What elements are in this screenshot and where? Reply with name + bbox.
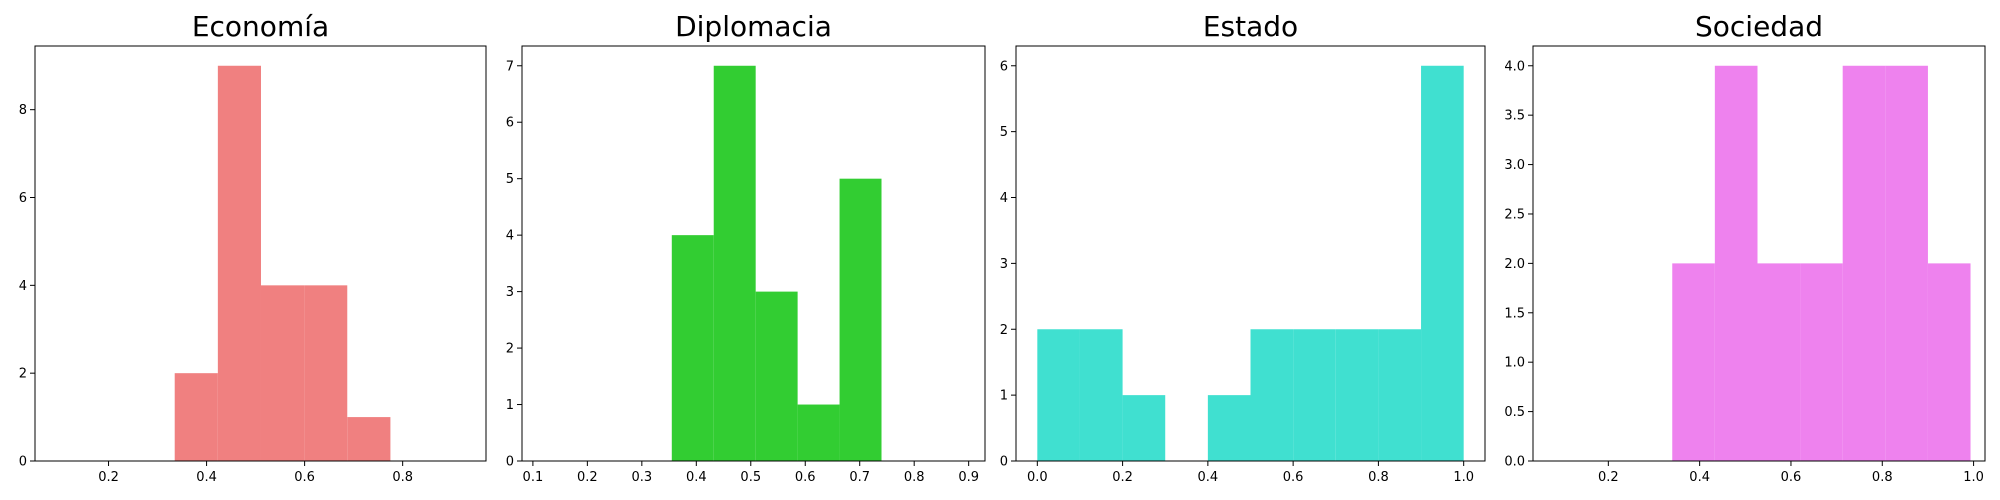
y-tick-label: 3 <box>1000 257 1008 272</box>
y-tick-label: 0 <box>1000 455 1008 470</box>
y-tick-label: 2.0 <box>1504 257 1525 272</box>
histogram-bar <box>1927 263 1971 461</box>
y-tick-label: 1.5 <box>1504 306 1525 321</box>
x-tick-label: 0.2 <box>1598 470 1619 485</box>
x-tick-label: 0.8 <box>1872 470 1893 485</box>
x-tick-label: 0.8 <box>392 470 413 485</box>
histogram-bar <box>347 417 391 461</box>
histogram-bar <box>797 404 840 461</box>
panel-title: Economía <box>192 10 329 43</box>
y-tick-label: 6 <box>506 116 514 131</box>
x-tick-label: 1.0 <box>1453 470 1474 485</box>
y-tick-label: 6 <box>19 191 27 206</box>
histogram-bar <box>713 65 756 461</box>
x-tick-label: 0.6 <box>1283 470 1304 485</box>
x-tick-label: 0.2 <box>1112 470 1133 485</box>
panel-title: Sociedad <box>1695 10 1823 43</box>
y-tick-label: 3 <box>506 285 514 300</box>
histogram-bar <box>304 285 348 461</box>
histogram-bar <box>1250 329 1294 461</box>
y-tick-label: 4 <box>1000 191 1008 206</box>
histogram-bar <box>1842 65 1886 461</box>
histogram-bar <box>1335 329 1379 461</box>
histogram-bar <box>1293 329 1336 461</box>
x-tick-label: 0.1 <box>523 470 544 485</box>
y-tick-label: 4 <box>19 279 27 294</box>
y-tick-label: 2 <box>506 342 514 357</box>
x-tick-label: 0.0 <box>1027 470 1048 485</box>
histogram-bar <box>1378 329 1422 461</box>
y-tick-label: 1 <box>506 398 514 413</box>
x-tick-label: 0.4 <box>1689 470 1710 485</box>
x-tick-label: 0.7 <box>849 470 870 485</box>
y-tick-label: 2 <box>1000 323 1008 338</box>
axes-frame <box>1532 45 1986 462</box>
x-tick-label: 0.2 <box>98 470 119 485</box>
x-tick-label: 0.8 <box>904 470 925 485</box>
histogram-bar <box>839 178 882 461</box>
y-tick-label: 2.5 <box>1504 207 1525 222</box>
y-tick-label: 1 <box>1000 389 1008 404</box>
x-tick-label: 0.4 <box>1198 470 1219 485</box>
histogram-bar <box>1714 65 1758 461</box>
y-tick-label: 8 <box>19 103 27 118</box>
y-tick-label: 3.5 <box>1504 109 1525 124</box>
histogram-bar <box>755 291 798 461</box>
y-tick-label: 3.0 <box>1504 158 1525 173</box>
histogram-bar <box>1757 263 1801 461</box>
y-tick-label: 4 <box>506 229 514 244</box>
y-tick-label: 0.5 <box>1504 405 1525 420</box>
histogram-bar <box>1885 65 1928 461</box>
histogram-bar <box>1037 329 1080 461</box>
y-tick-label: 1.0 <box>1504 356 1525 371</box>
y-tick-label: 5 <box>1000 125 1008 140</box>
histogram-bar <box>174 373 218 461</box>
y-tick-label: 5 <box>506 172 514 187</box>
histogram-bar <box>217 65 261 461</box>
x-tick-label: 0.6 <box>294 470 315 485</box>
y-tick-label: 6 <box>1000 59 1008 74</box>
histogram-bar <box>1079 329 1123 461</box>
y-tick-label: 7 <box>506 59 514 74</box>
x-tick-label: 1.0 <box>1963 470 1984 485</box>
panel-title: Diplomacia <box>675 10 832 43</box>
y-tick-label: 0 <box>506 455 514 470</box>
histogram-bar <box>1207 395 1251 461</box>
histogram-bar <box>671 235 714 461</box>
axes-frame <box>34 45 487 462</box>
histogram-bar <box>1421 65 1464 461</box>
panel-4: 0.2 0.4 0.6 0.8 1.0 0.0 0.5 1.0 1.5 2.0 2.5 3.0 3.5 4… <box>1504 10 1986 485</box>
x-tick-label: 0.4 <box>686 470 707 485</box>
x-tick-label: 0.3 <box>631 470 652 485</box>
panel-1: 0.2 0.4 0.6 0.8 0 2 4 6 8 Economía <box>19 10 487 485</box>
x-tick-label: 0.5 <box>740 470 761 485</box>
panel-title: Estado <box>1203 10 1298 43</box>
x-tick-label: 0.4 <box>196 470 217 485</box>
histogram-bar <box>1800 263 1843 461</box>
y-tick-label: 0.0 <box>1504 455 1525 470</box>
x-tick-label: 0.6 <box>795 470 816 485</box>
panel-3: 0.0 0.2 0.4 0.6 0.8 1.0 0 1 2 3 4 5 6 Estado <box>1000 10 1486 485</box>
histogram-bar <box>1122 395 1166 461</box>
y-tick-label: 0 <box>19 455 27 470</box>
histogram-bar <box>260 285 305 461</box>
x-tick-label: 0.6 <box>1781 470 1802 485</box>
x-tick-label: 0.8 <box>1368 470 1389 485</box>
axes-frame <box>521 45 986 462</box>
x-tick-label: 0.2 <box>577 470 598 485</box>
y-tick-label: 2 <box>19 367 27 382</box>
x-tick-label: 0.9 <box>958 470 979 485</box>
axes-frame <box>1015 45 1486 462</box>
panel-2: 0.1 0.2 0.3 0.4 0.5 0.6 0.7 0.8 0.9 0 1 2 3 4 5 6 7 Diplo… <box>506 10 986 485</box>
histogram-bar <box>1672 263 1715 461</box>
y-tick-label: 4.0 <box>1504 59 1525 74</box>
